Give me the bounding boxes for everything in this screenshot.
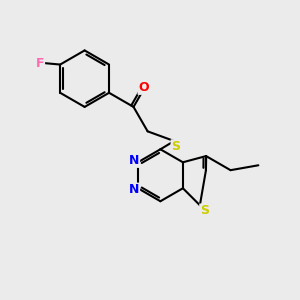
Text: S: S — [200, 204, 209, 217]
Text: N: N — [129, 154, 140, 167]
Text: N: N — [129, 183, 140, 196]
Text: S: S — [171, 140, 180, 153]
Text: F: F — [36, 57, 44, 70]
Text: O: O — [138, 81, 149, 94]
